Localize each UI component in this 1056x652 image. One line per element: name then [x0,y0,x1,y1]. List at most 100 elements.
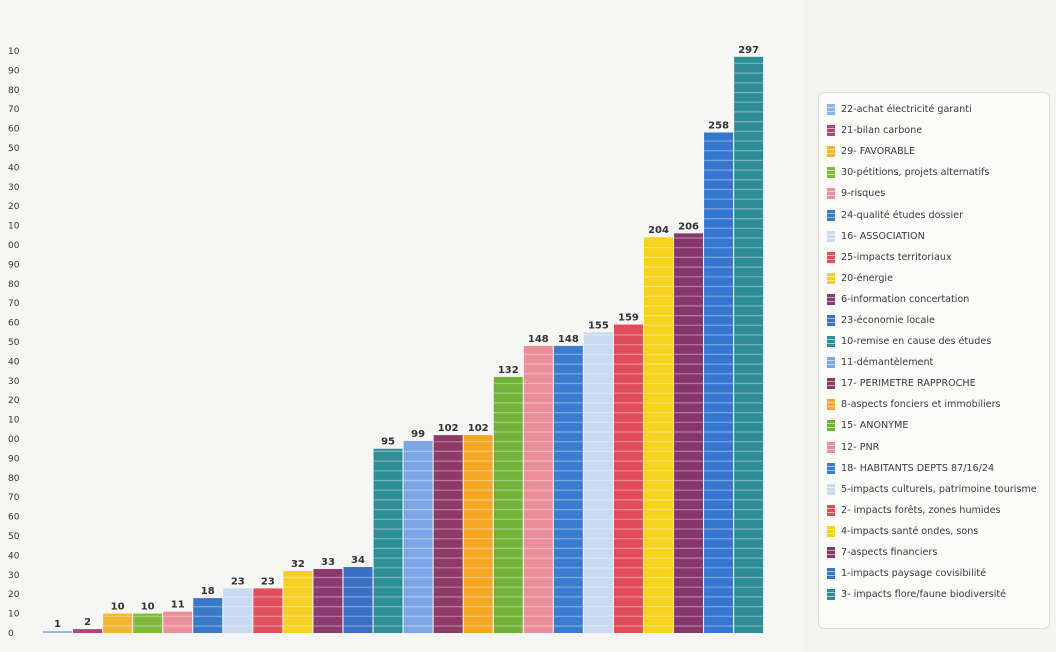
legend-label: 10-remise en cause des études [841,336,992,348]
legend-label: 5-impacts culturels, patrimoine tourisme [841,483,1037,495]
legend-swatch-icon [827,230,835,242]
y-tick-label: 10 [8,222,20,232]
bar [343,567,373,633]
legend-label: 22-achat électricité garanti [841,104,972,116]
bar-rect [463,435,493,633]
y-tick-label: 0 [8,629,14,639]
bar-value-label: 159 [618,313,639,324]
legend-label: 6-information concertation [841,293,970,305]
legend-item[interactable]: 17- PERIMETRE RAPPROCHE [827,373,1045,394]
y-axis-ticks: 0 10 20 30 40 50 60 70 80 90 00 10 20 30 40 50 60 70 80 90 0… [8,47,20,639]
legend-item[interactable]: 24-qualité études dossier [827,204,1045,225]
legend-item[interactable]: 12- PNR [827,437,1045,458]
legend-label: 4-impacts santé ondes, sons [841,525,979,537]
legend-label: 9-risques [841,188,886,200]
legend-item[interactable]: 4-impacts santé ondes, sons [827,521,1045,542]
legend-item[interactable]: 15- ANONYME [827,415,1045,436]
bar-rect [373,448,403,633]
legend-swatch-icon [827,167,835,179]
legend-item[interactable]: 21-bilan carbone [827,120,1045,141]
bar-rect [644,237,673,634]
bar-rect [193,598,223,633]
legend-swatch-icon [827,483,835,495]
legend-label: 23-économie locale [841,314,935,326]
bar-value-label: 1 [54,619,61,630]
y-tick-label: 50 [8,338,20,348]
legend-item[interactable]: 16- ASSOCIATION [827,226,1045,247]
legend-item[interactable]: 23-économie locale [827,310,1045,331]
legend-item[interactable]: 5-impacts culturels, patrimoine tourisme [827,479,1045,500]
legend-label: 24-qualité études dossier [841,209,964,221]
legend-swatch-icon [827,462,835,474]
bar-chart: 0 10 20 30 40 50 60 70 80 90 00 10 20 30 40 50 60 70 80 90 0… [8,45,764,639]
legend-item[interactable]: 6-information concertation [827,289,1045,310]
legend-swatch-icon [827,399,835,411]
legend-label: 18- HABITANTS DEPTS 87/16/24 [841,462,995,474]
y-tick-label: 90 [8,454,20,464]
legend-item[interactable]: 9-risques [827,183,1045,204]
y-tick-label: 30 [8,571,20,581]
legend-item[interactable]: 7-aspects financiers [827,542,1045,563]
legend-swatch-icon [827,357,835,369]
bar [523,345,553,633]
legend-label: 2- impacts forêts, zones humides [841,504,1001,516]
bar [283,570,313,633]
y-tick-label: 20 [8,202,20,212]
legend-swatch-icon [827,378,835,390]
bar-rect [583,332,613,633]
legend-item[interactable]: 3- impacts flore/faune biodiversité [827,584,1045,605]
legend-item[interactable]: 25-impacts territoriaux [827,247,1045,268]
bar [73,629,103,633]
bar-value-label: 11 [171,600,185,611]
bar-rect [223,588,253,633]
legend-item[interactable]: 10-remise en cause des études [827,331,1045,352]
legend-item[interactable]: 18- HABITANTS DEPTS 87/16/24 [827,458,1045,479]
bar-value-label: 10 [111,602,125,613]
y-tick-label: 00 [8,241,20,251]
legend-label: 11-démantèlement [841,357,934,369]
y-tick-label: 80 [8,280,20,290]
legend-label: 12- PNR [841,441,880,453]
bar-value-label: 102 [438,423,459,434]
y-tick-label: 50 [8,144,20,154]
legend-item[interactable]: 20-énergie [827,268,1045,289]
legend-item[interactable]: 8-aspects fonciers et immobiliers [827,394,1045,415]
bar-rect [734,56,764,633]
bar-rect [253,588,283,633]
legend-label: 21-bilan carbone [841,125,923,137]
legend-item[interactable]: 29- FAVORABLE [827,141,1045,162]
y-tick-label: 90 [8,260,20,270]
legend-item[interactable]: 1-impacts paysage covisibilité [827,563,1045,584]
legend-item[interactable]: 2- impacts forêts, zones humides [827,500,1045,521]
legend-swatch-icon [827,568,835,580]
y-tick-label: 40 [8,551,20,561]
bar [43,631,72,633]
legend-swatch-icon [827,146,835,158]
bar [674,233,704,634]
bar-value-label: 23 [261,576,275,587]
legend-label: 29- FAVORABLE [841,146,916,158]
y-tick-label: 30 [8,377,20,387]
legend-item[interactable]: 22-achat électricité garanti [827,99,1045,120]
bar [223,588,253,633]
legend-item[interactable]: 11-démantèlement [827,352,1045,373]
bar-value-label: 206 [678,221,699,232]
bar [553,345,583,633]
bar-value-label: 18 [201,586,215,597]
y-tick-label: 60 [8,513,20,523]
y-tick-label: 60 [8,125,20,135]
bar-value-labels: 1 2 10 10 11 18 23 23 32 33 34 95 99 102 102 132 148 148 1… [54,45,759,630]
y-tick-label: 60 [8,319,20,329]
legend-label: 7-aspects financiers [841,547,938,559]
bar [704,132,734,634]
y-tick-label: 10 [8,610,20,620]
legend-item[interactable]: 30-pétitions, projets alternatifs [827,162,1045,183]
legend-swatch-icon [827,314,835,326]
bar-rect [313,568,343,633]
bar-value-label: 155 [588,320,609,331]
bar-value-label: 297 [738,45,759,56]
legend-swatch-icon [827,272,835,284]
bar-rect [163,611,193,633]
bar-rect [704,132,734,634]
y-tick-label: 90 [8,66,20,76]
